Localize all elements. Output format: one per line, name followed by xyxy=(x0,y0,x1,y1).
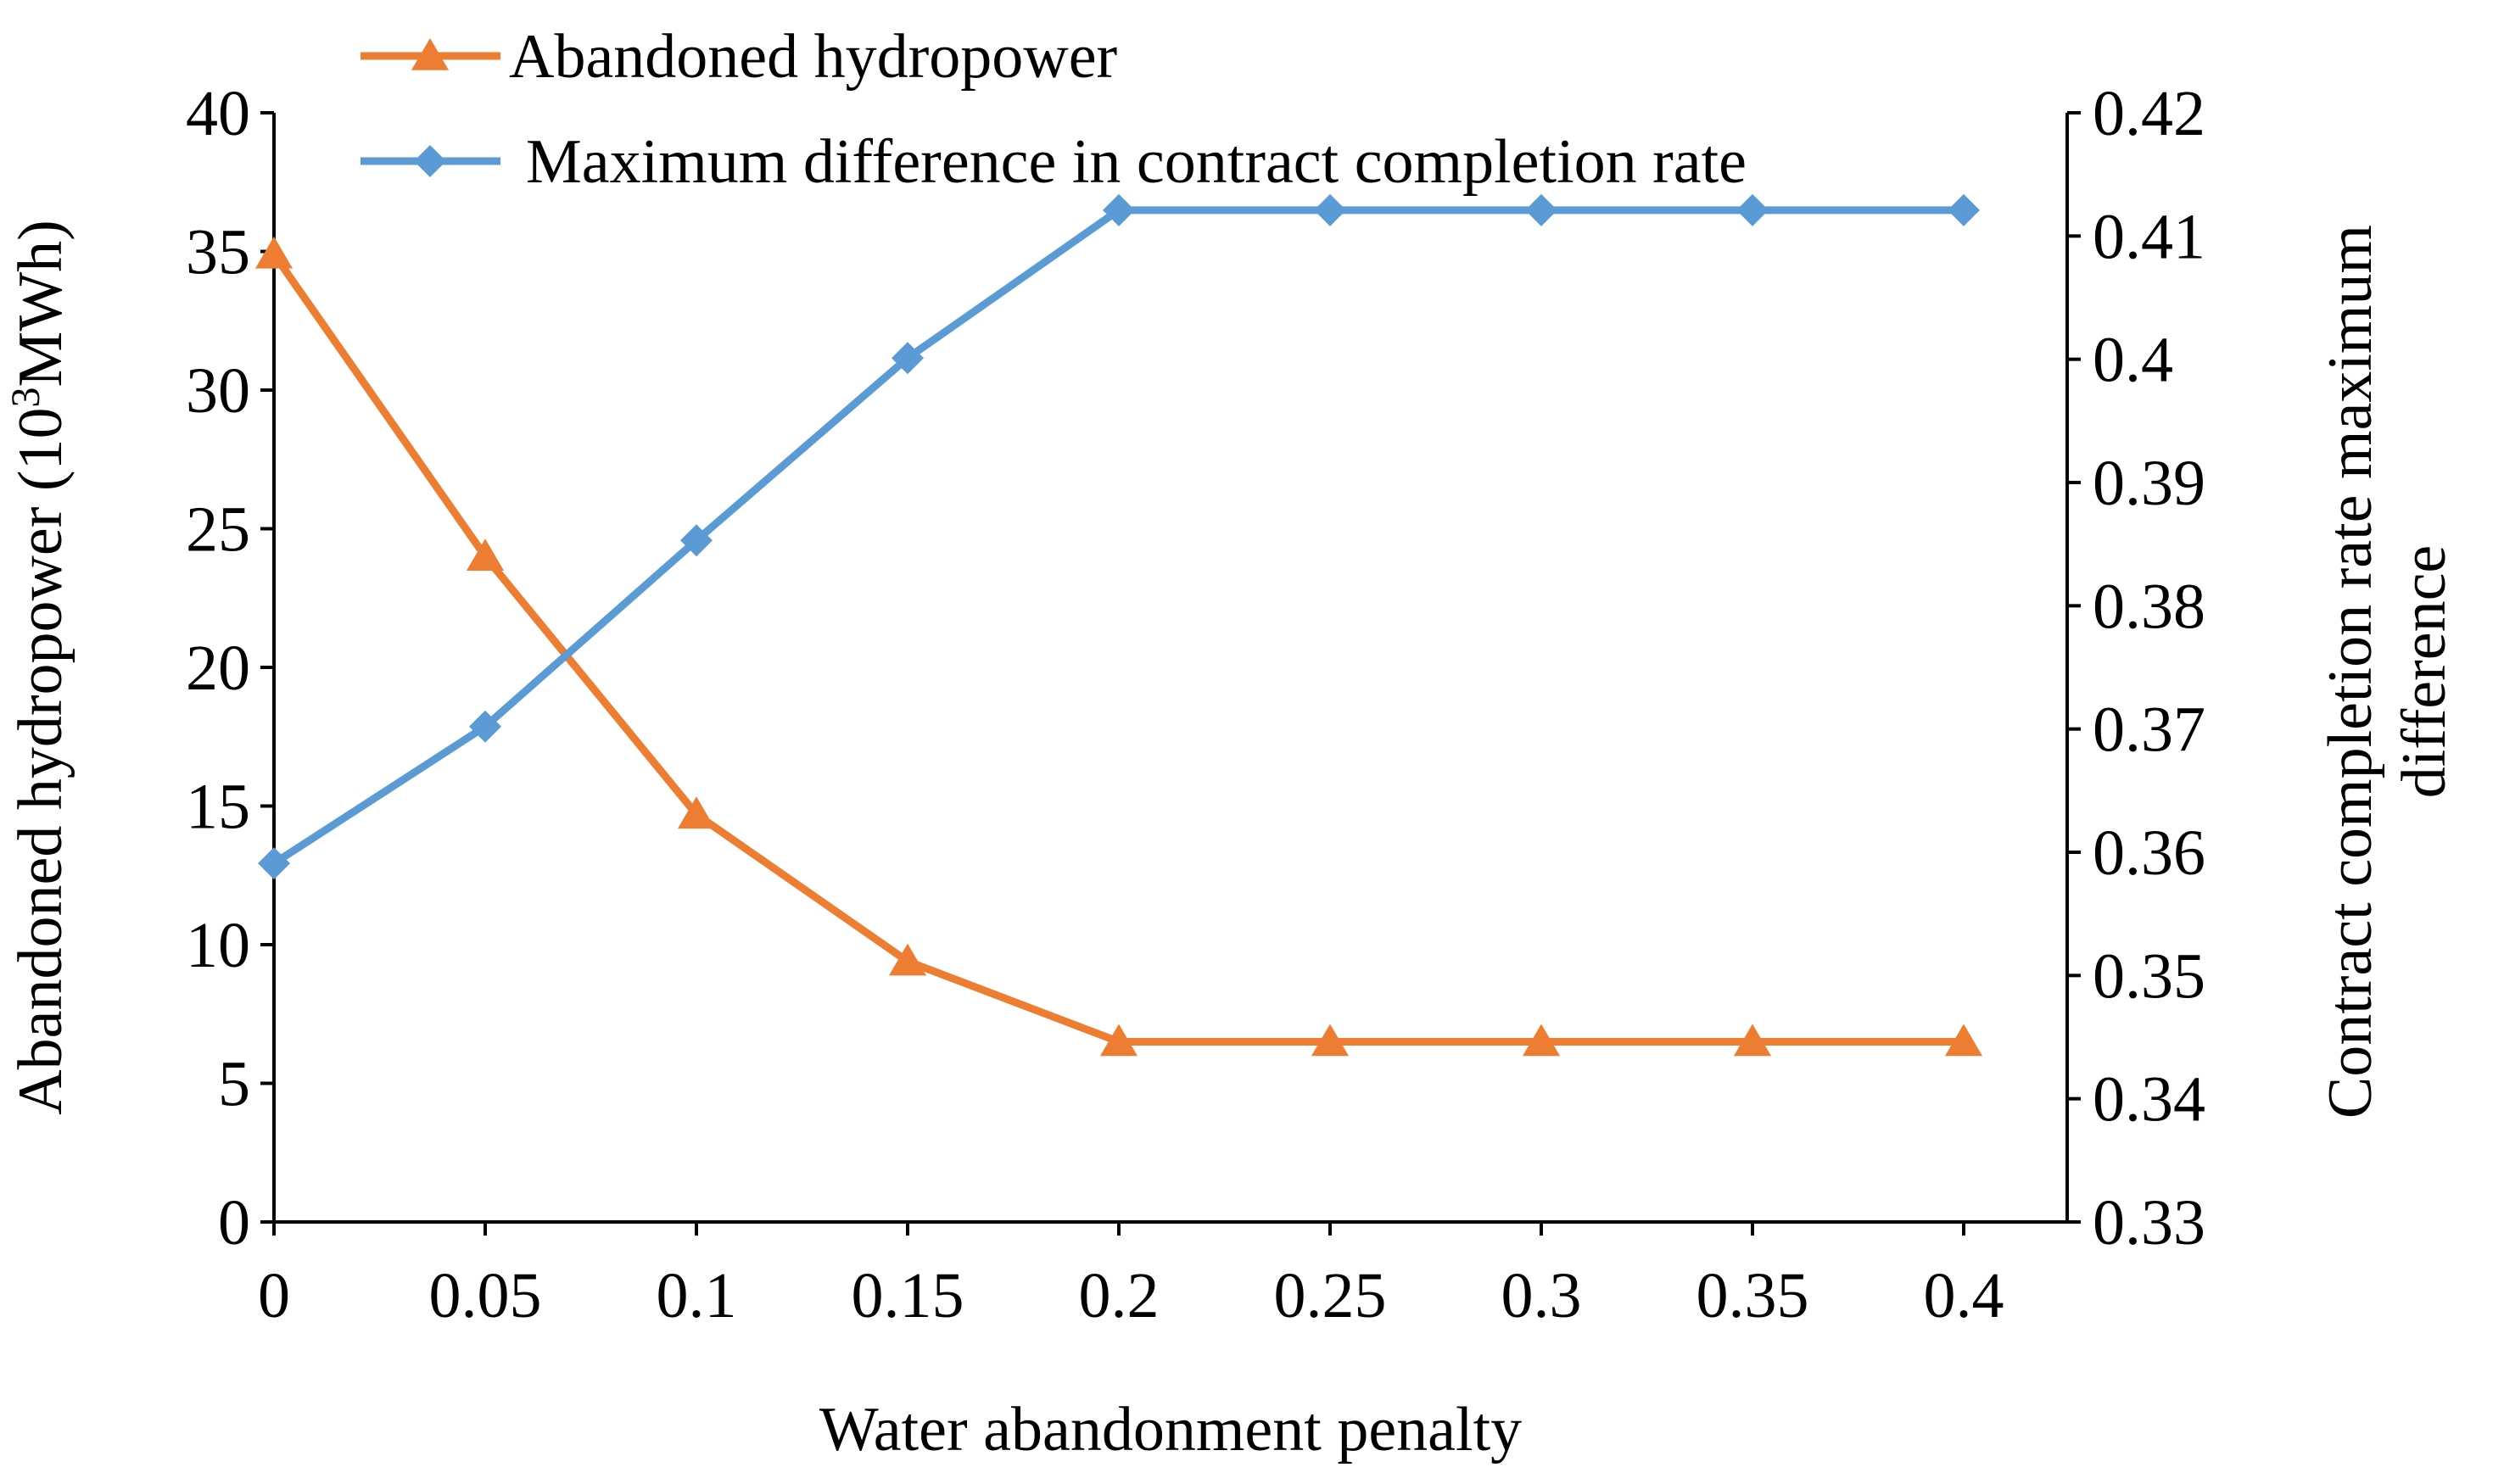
right-y-tick-label: 0.37 xyxy=(2093,695,2205,766)
axes: 0 5 10 15 20 25 30 35 40 0.33 0.34 0.35 0.36 0.37 0.38… xyxy=(186,78,2205,1331)
right-y-tick-label: 0.39 xyxy=(2093,448,2205,519)
x-tick-label: 0.35 xyxy=(1696,1260,1809,1331)
right-y-tick-label: 0.36 xyxy=(2093,817,2205,889)
x-tick-label: 0.2 xyxy=(1079,1260,1160,1331)
right-y-tick-label: 0.41 xyxy=(2093,201,2205,272)
left-y-axis-title-suffix: MWh) xyxy=(6,220,75,387)
data-point-max-difference xyxy=(1103,193,1135,226)
legend-entry-abandoned-hydropower: Abandoned hydropower xyxy=(361,22,1117,92)
data-point-abandoned-hydropower xyxy=(1944,1024,1983,1057)
data-point-max-difference xyxy=(258,847,290,880)
x-tick-label: 0 xyxy=(258,1260,290,1331)
legend: Abandoned hydropower Maximum difference … xyxy=(361,22,1747,197)
left-y-tick-label: 15 xyxy=(186,772,250,843)
right-y-tick-label: 0.33 xyxy=(2093,1187,2205,1258)
legend-label-abandoned-hydropower: Abandoned hydropower xyxy=(509,22,1117,92)
series-line-max-difference xyxy=(271,206,1964,867)
left-y-axis-title-superscript: 3 xyxy=(3,387,48,407)
right-y-axis-title-line2: difference xyxy=(2390,545,2459,799)
x-tick-label: 0.15 xyxy=(852,1260,964,1331)
right-y-axis-title-line1: Contract completion rate maximum xyxy=(2316,225,2385,1119)
data-point-max-difference xyxy=(1525,193,1557,226)
left-y-axis-title: Abandoned hydropower (103MWh) xyxy=(3,220,75,1115)
data-point-max-difference xyxy=(892,342,924,375)
left-y-tick-label: 25 xyxy=(186,494,250,566)
x-tick-label: 0.1 xyxy=(657,1260,737,1331)
data-point-max-difference xyxy=(680,524,713,557)
x-tick-label: 0.3 xyxy=(1501,1260,1582,1331)
x-tick-label: 0.05 xyxy=(429,1260,542,1331)
left-y-tick-label: 5 xyxy=(218,1049,250,1120)
data-point-max-difference xyxy=(1314,193,1346,226)
right-y-tick-label: 0.4 xyxy=(2093,325,2173,396)
data-point-max-difference xyxy=(1948,193,1980,226)
data-point-abandoned-hydropower xyxy=(254,236,293,269)
left-y-axis-title-prefix: Abandoned hydropower (10 xyxy=(6,407,75,1114)
legend-label-max-difference: Maximum difference in contract completio… xyxy=(526,127,1747,197)
left-y-tick-label: 20 xyxy=(186,633,250,704)
data-point-max-difference xyxy=(1736,193,1769,226)
legend-entry-max-difference: Maximum difference in contract completio… xyxy=(361,127,1747,197)
data-point-abandoned-hydropower xyxy=(1733,1024,1772,1057)
left-y-tick-label: 40 xyxy=(186,78,250,149)
data-point-max-difference xyxy=(469,710,501,743)
series-layer xyxy=(254,193,1983,1057)
left-y-tick-label: 35 xyxy=(186,217,250,288)
series-line-abandoned-hydropower xyxy=(271,252,1964,1046)
left-y-tick-label: 10 xyxy=(186,910,250,981)
right-y-tick-label: 0.38 xyxy=(2093,571,2205,642)
data-point-abandoned-hydropower xyxy=(1099,1024,1138,1057)
right-y-tick-label: 0.42 xyxy=(2093,78,2205,149)
right-y-tick-label: 0.34 xyxy=(2093,1064,2205,1135)
data-point-abandoned-hydropower xyxy=(888,943,927,976)
data-point-abandoned-hydropower xyxy=(1522,1024,1561,1057)
x-tick-label: 0.25 xyxy=(1274,1260,1387,1331)
data-point-abandoned-hydropower xyxy=(1311,1024,1350,1057)
x-tick-label: 0.4 xyxy=(1924,1260,2004,1331)
data-point-abandoned-hydropower xyxy=(677,796,716,829)
left-y-tick-label: 0 xyxy=(218,1187,250,1258)
data-point-abandoned-hydropower xyxy=(466,538,505,571)
x-axis-title: Water abandonment penalty xyxy=(819,1395,1522,1464)
legend-marker-triangle xyxy=(411,38,450,70)
legend-marker-diamond xyxy=(414,145,446,177)
left-y-tick-label: 30 xyxy=(186,355,250,427)
right-y-tick-label: 0.35 xyxy=(2093,940,2205,1012)
